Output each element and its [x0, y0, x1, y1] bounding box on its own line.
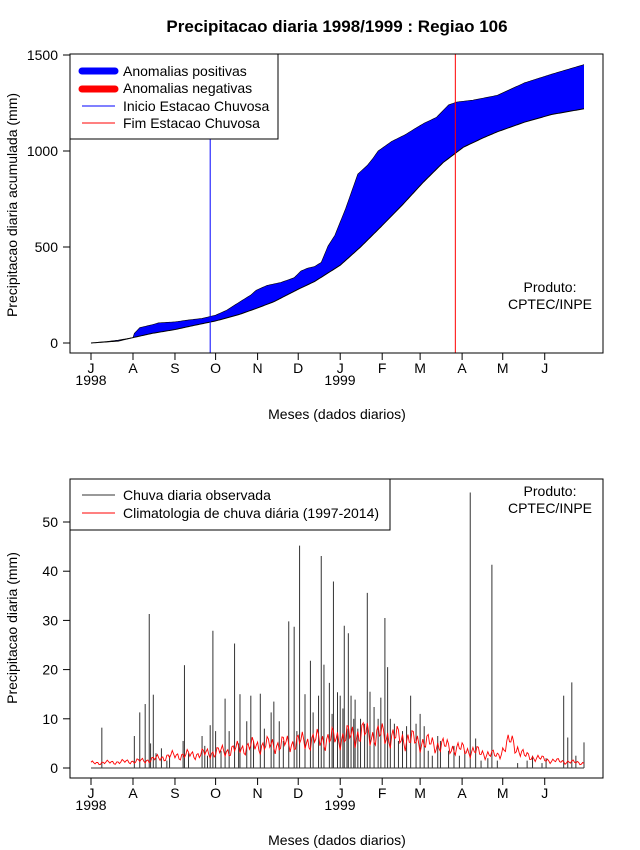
chart-title: Precipitacao diaria 1998/1999 : Regiao 1…: [166, 17, 507, 36]
x-tick-label: A: [128, 785, 138, 801]
legend: Anomalias positivas Anomalias negativas …: [69, 53, 279, 140]
y-tick-label: 0: [50, 335, 58, 351]
x-tick-label: M: [414, 785, 426, 801]
y-tick-label: 10: [42, 711, 58, 727]
daily-rain-bars: [91, 492, 585, 769]
x-axis-label: Meses (dados diarios): [268, 832, 406, 848]
cumulative-panel: 0 500 1000 1500 J A S O N D J F M A M J Meses (dados d…: [4, 47, 604, 422]
y-tick-label: 500: [35, 239, 59, 255]
y-tick-label: 0: [50, 760, 58, 776]
x-tick-label: M: [414, 360, 426, 376]
y-tick-label: 40: [42, 563, 58, 579]
year-label-1999: 1999: [324, 797, 355, 813]
y-tick-label: 20: [42, 662, 58, 678]
plot-frame: [69, 53, 604, 354]
x-tick-label: F: [378, 785, 387, 801]
y-tick-label: 50: [42, 514, 58, 530]
x-tick-label: D: [293, 360, 303, 376]
legend-box: [69, 478, 391, 531]
year-label-1998: 1998: [75, 797, 106, 813]
daily-panel: 0 10 20 30 40 50 J A S O N D J F M A M J Meses (dados di…: [4, 478, 604, 848]
legend-label-climatology: Climatologia de chuva diária (1997-2014): [123, 505, 379, 521]
x-tick-label: O: [210, 785, 221, 801]
year-label-1999: 1999: [324, 372, 355, 388]
legend-label-observed: Chuva diaria observada: [123, 487, 271, 503]
x-tick-label: S: [170, 785, 179, 801]
positive-anomaly-area: [91, 64, 584, 343]
climatology-daily-line: [90, 721, 585, 766]
x-tick-label: A: [457, 785, 467, 801]
x-tick-label: D: [293, 785, 303, 801]
product-note-line2: CPTEC/INPE: [508, 500, 592, 516]
year-label-1998: 1998: [75, 372, 106, 388]
x-tick-label: J: [337, 360, 344, 376]
climatology-cumulative-line: [90, 108, 585, 344]
x-tick-label: N: [253, 360, 263, 376]
x-tick-label: J: [88, 785, 95, 801]
daily-lines: [90, 721, 585, 766]
x-tick-label: S: [170, 360, 179, 376]
x-tick-label: A: [128, 360, 138, 376]
y-tick-label: 1000: [27, 143, 58, 159]
x-tick-label: M: [497, 360, 509, 376]
observed-cumulative-line: [90, 64, 585, 344]
y-tick-label: 30: [42, 612, 58, 628]
y-axis-ticks: 0 10 20 30 40 50: [42, 514, 71, 776]
x-tick-label: A: [457, 360, 467, 376]
x-tick-label: M: [497, 785, 509, 801]
legend-label-start: Inicio Estacao Chuvosa: [123, 98, 270, 114]
product-note-line2: CPTEC/INPE: [508, 296, 592, 312]
x-axis-label: Meses (dados diarios): [268, 406, 406, 422]
product-note-line1: Produto:: [524, 279, 577, 295]
x-tick-label: J: [541, 360, 548, 376]
legend-label-negative: Anomalias negativas: [123, 80, 252, 96]
x-tick-label: J: [337, 785, 344, 801]
y-tick-label: 1500: [27, 47, 58, 63]
y-axis-ticks: 0 500 1000 1500: [27, 47, 71, 351]
product-note-line1: Produto:: [524, 483, 577, 499]
x-tick-label: N: [253, 785, 263, 801]
y-axis-label: Precipitacao diaria (mm): [4, 552, 20, 704]
anomaly-area-group: [91, 64, 584, 343]
x-tick-label: F: [378, 360, 387, 376]
y-axis-label: Precipitacao diaria acumulada (mm): [4, 93, 20, 317]
legend-label-positive: Anomalias positivas: [123, 63, 247, 79]
x-tick-label: O: [210, 360, 221, 376]
x-tick-label: J: [541, 785, 548, 801]
legend-label-end: Fim Estacao Chuvosa: [123, 115, 260, 131]
legend: Chuva diaria observada Climatologia de c…: [69, 478, 391, 531]
x-tick-label: J: [88, 360, 95, 376]
